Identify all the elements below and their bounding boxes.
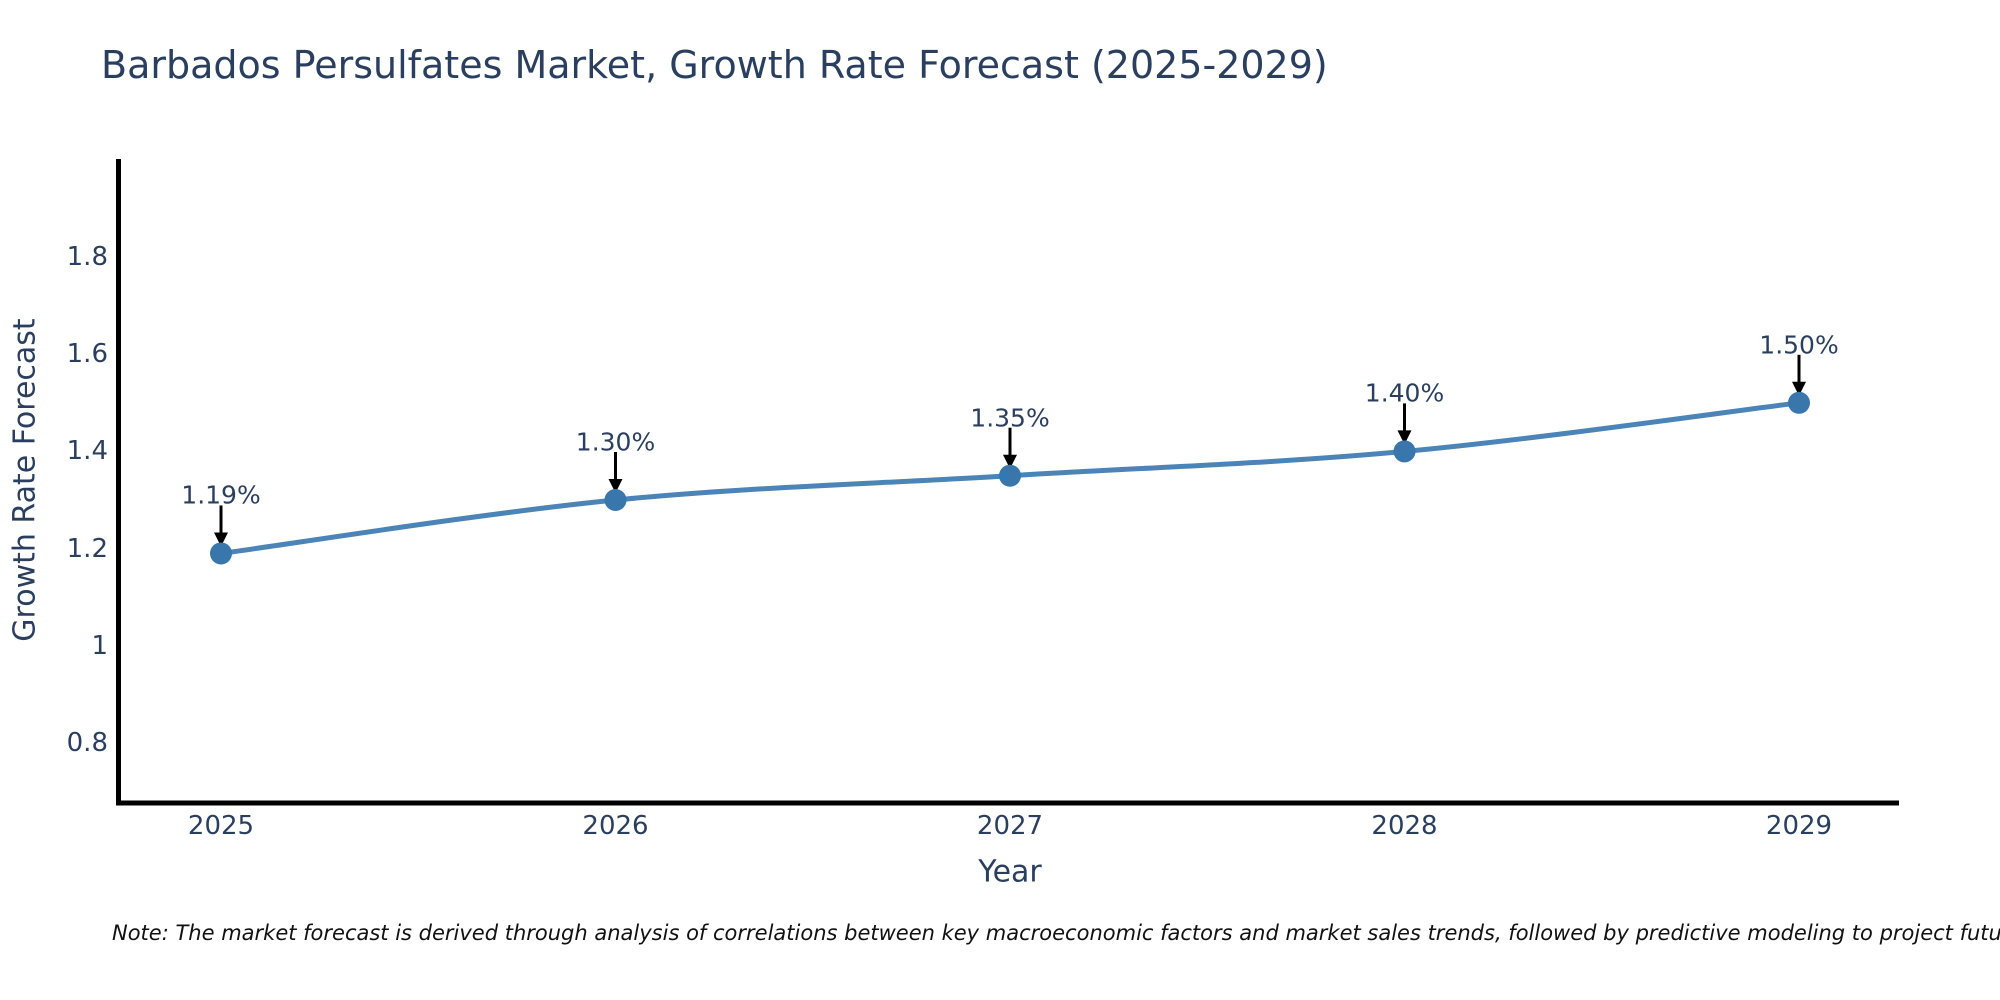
annotation-arrow-head [1397,430,1412,445]
x-axis-title: Year [978,854,1042,890]
y-tick-label: 0.8 [66,728,108,758]
footnote: Note: The market forecast is derived thr… [112,921,2000,945]
annotation-arrow-head [608,479,623,493]
annotation-arrow-head [1003,454,1017,469]
annotation-arrow-head [214,532,228,547]
point-annotation: 1.19% [181,480,261,510]
x-tick-label: 2028 [1371,811,1438,841]
x-tick-label: 2025 [187,811,255,841]
data-point-marker[interactable] [1393,440,1416,463]
point-annotation: 1.30% [575,427,656,457]
y-axis-title: Growth Rate Forecast [7,318,43,642]
y-tick-label: 1.6 [66,339,108,370]
chart-title: Barbados Persulfates Market, Growth Rate… [101,43,1328,87]
y-tick-label: 1.4 [66,436,108,467]
point-annotation: 1.35% [970,403,1050,433]
y-tick-label: 1.2 [66,533,108,564]
y-tick-label: 1.8 [66,242,108,272]
point-annotation: 1.40% [1364,378,1445,408]
y-tick-label: 1 [91,630,108,661]
data-point-marker[interactable] [999,464,1021,487]
x-tick-label: 2026 [582,811,649,841]
x-tick-label: 2029 [1765,811,1833,841]
annotation-arrow-head [1792,381,1806,396]
data-point-marker[interactable] [210,542,232,565]
data-point-marker[interactable] [1788,391,1810,414]
data-point-marker[interactable] [604,489,627,511]
x-tick-label: 2027 [976,811,1044,841]
point-annotation: 1.50% [1759,330,1839,360]
